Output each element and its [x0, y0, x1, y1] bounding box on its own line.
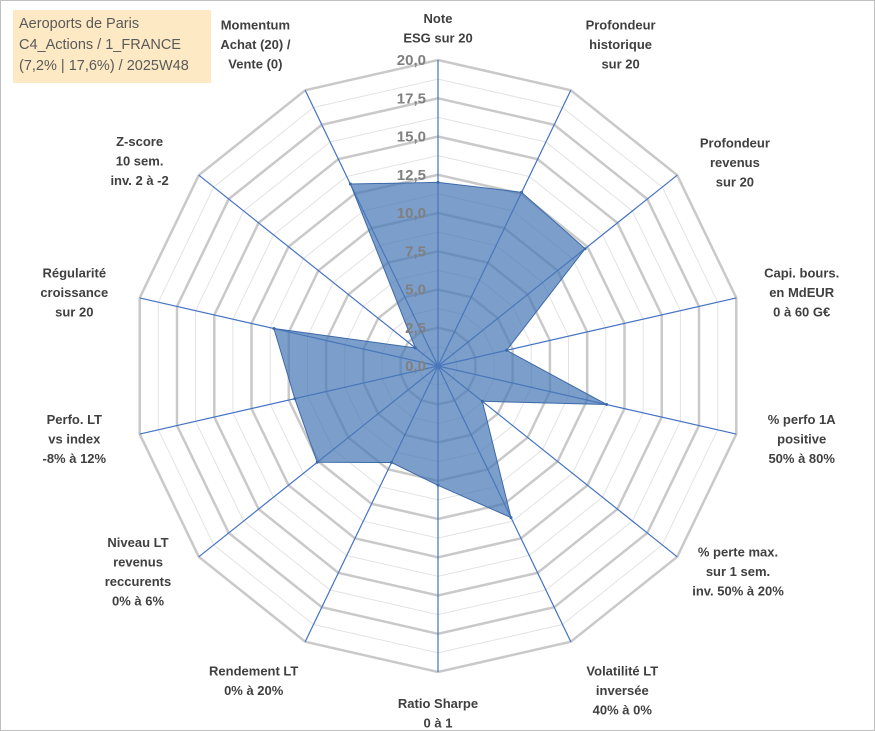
axis-label-line: sur 20	[55, 304, 93, 319]
axis-label-line: Capi. bours.	[764, 265, 839, 280]
axis-label-line: Profondeur	[700, 136, 770, 151]
axis-label: Capi. bours. en MdEUR 0 à 60 G€	[764, 265, 839, 319]
axis-label-line: inv. 2 à -2	[110, 173, 168, 188]
axis-label-line: 50% à 80%	[768, 451, 835, 466]
data-point	[315, 460, 319, 464]
tick-label: 17,5	[397, 90, 426, 107]
tick-label: 5,0	[405, 282, 426, 299]
axis-label-line: Achat (20) /	[220, 37, 290, 52]
axis-label: Profondeur historique sur 20	[586, 18, 656, 72]
axis-label-line: 40% à 0%	[593, 703, 653, 718]
data-point	[505, 348, 509, 352]
axis-labels: Note ESG sur 20 Profondeur historique sur 20…	[40, 11, 839, 731]
data-point	[348, 182, 352, 186]
data-point	[520, 190, 524, 194]
data-point	[436, 180, 440, 184]
axis-label-line: Volatilité LT	[586, 664, 658, 679]
axis-label-line: 10 sem.	[116, 154, 164, 169]
data-point	[293, 397, 297, 401]
data-point	[436, 483, 440, 487]
axis-label-line: ESG sur 20	[403, 31, 472, 46]
axis-label-line: Momentum	[221, 18, 290, 33]
axis-spoke	[198, 174, 439, 367]
tick-label: 20,0	[397, 52, 426, 69]
axis-label-line: revenus	[710, 155, 760, 170]
axis-label: Rendement LT 0% à 20%	[209, 664, 298, 699]
axis-label-line: 0 à 1	[424, 716, 453, 731]
axis-label: % perfo 1A positive 50% à 80%	[768, 412, 837, 466]
axis-label: Niveau LT revenus reccurents 0% à 6%	[105, 535, 171, 609]
axis-label-line: positive	[777, 432, 826, 447]
axis-label-line: 0% à 6%	[112, 593, 164, 608]
axis-label-line: sur 20	[601, 57, 639, 72]
title-line-category: C4_Actions / 1_FRANCE	[19, 37, 181, 53]
tick-label: 10,0	[397, 205, 426, 222]
axis-label: Volatilité LT inversée 40% à 0%	[586, 664, 658, 718]
chart-title-box: Aeroports de Paris C4_Actions / 1_FRANCE…	[13, 10, 211, 83]
title-line-period: (7,2% | 17,6%) / 2025W48	[19, 58, 189, 74]
axis-label-line: en MdEUR	[769, 285, 835, 300]
axis-label-line: reccurents	[105, 574, 171, 589]
data-point	[272, 327, 276, 330]
data-point	[390, 461, 393, 464]
axis-label-line: -8% à 12%	[43, 451, 107, 466]
axis-label-line: Vente (0)	[228, 57, 282, 72]
tick-label: 2,5	[405, 320, 426, 337]
data-point	[583, 247, 587, 251]
axis-label-line: revenus	[113, 554, 163, 569]
data-point	[413, 346, 417, 350]
axis-label-line: % perte max.	[698, 545, 778, 560]
axis-label: Perfo. LT vs index -8% à 12%	[43, 412, 107, 466]
axis-label: Z-score 10 sem. inv. 2 à -2	[110, 134, 168, 188]
axis-label: Régularité croissance sur 20	[40, 265, 108, 319]
tick-label: 12,5	[397, 167, 426, 184]
axis-label-line: Z-score	[116, 134, 163, 149]
data-series	[272, 180, 609, 520]
axis-label-line: Rendement LT	[209, 664, 298, 679]
radial-tick-labels: 0,0 2,5 5,0 7,5 10,0 12,5 15,0 17,5 20,0	[397, 52, 426, 375]
axis-label-line: 0% à 20%	[224, 683, 284, 698]
axis-label-line: 0 à 60 G€	[773, 304, 830, 319]
data-point	[605, 403, 609, 406]
data-point	[480, 399, 484, 403]
axis-label-line: sur 1 sem.	[706, 564, 770, 579]
axis-label-line: inv. 50% à 20%	[692, 584, 784, 599]
axis-label-line: inversée	[596, 683, 649, 698]
axis-label-line: croissance	[40, 285, 108, 300]
data-point	[509, 516, 513, 520]
tick-label: 15,0	[397, 129, 426, 146]
axis-label-line: Régularité	[43, 265, 107, 280]
axis-label-line: Niveau LT	[107, 535, 168, 550]
axis-label-line: Profondeur	[586, 18, 656, 33]
axis-label-line: Ratio Sharpe	[398, 696, 478, 711]
axis-label: % perte max. sur 1 sem. inv. 50% à 20%	[692, 545, 784, 599]
axis-label: Momentum Achat (20) / Vente (0)	[220, 18, 290, 72]
axis-label: Profondeur revenus sur 20	[700, 136, 770, 190]
tick-label: 0,0	[405, 358, 426, 375]
axis-label-line: Perfo. LT	[47, 412, 102, 427]
axis-label-line: % perfo 1A	[768, 412, 837, 427]
axis-label-line: vs index	[48, 432, 101, 447]
tick-label: 7,5	[405, 243, 426, 260]
title-line-company: Aeroports de Paris	[19, 16, 140, 32]
axis-label-line: sur 20	[716, 175, 754, 190]
series-area	[273, 181, 607, 519]
axis-label: Ratio Sharpe 0 à 1	[398, 696, 478, 731]
axis-label: Note ESG sur 20	[403, 11, 472, 46]
axis-label-line: historique	[589, 37, 652, 52]
axis-label-line: Note	[424, 11, 453, 26]
